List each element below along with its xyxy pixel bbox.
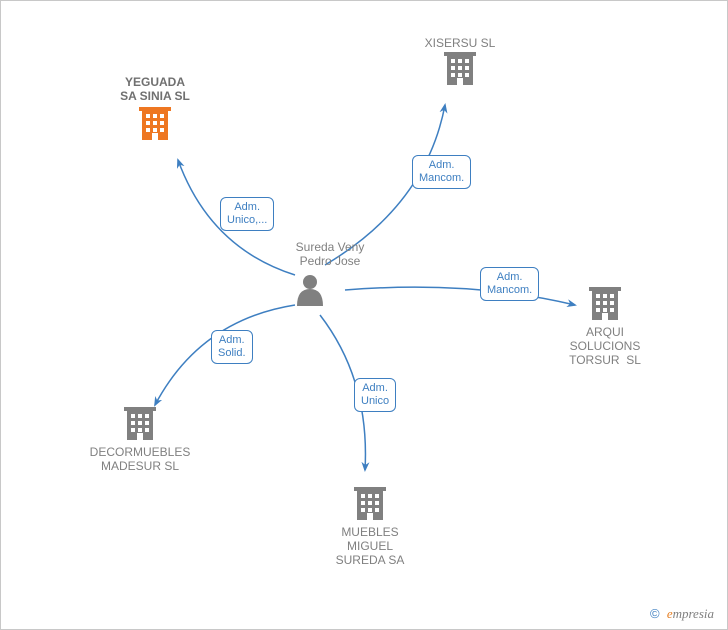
building-icon <box>354 487 386 520</box>
footer-brand: © empresia <box>650 606 714 622</box>
building-icon <box>589 287 621 320</box>
node-label: ARQUI SOLUCIONS TORSUR SL <box>550 325 660 367</box>
node-label: YEGUADA SA SINIA SL <box>100 75 210 103</box>
central-node-label: Sureda Veny Pedro Jose <box>280 240 380 268</box>
node-label: DECORMUEBLES MADESUR SL <box>85 445 195 473</box>
edge-label: Adm. Unico <box>354 378 396 412</box>
building-icon <box>444 52 476 85</box>
building-icon <box>124 407 156 440</box>
edge-arrow <box>345 287 575 305</box>
copyright-symbol: © <box>650 606 660 621</box>
building-icon <box>139 107 171 140</box>
node-label: MUEBLES MIGUEL SUREDA SA <box>315 525 425 567</box>
brand-rest: mpresia <box>673 606 714 621</box>
nodes <box>124 52 621 520</box>
person-icon <box>297 275 323 306</box>
node-label: XISERSU SL <box>410 36 510 50</box>
edge-label: Adm. Solid. <box>211 330 253 364</box>
edge-label: Adm. Mancom. <box>412 155 471 189</box>
edge-label: Adm. Mancom. <box>480 267 539 301</box>
edge-label: Adm. Unico,... <box>220 197 274 231</box>
